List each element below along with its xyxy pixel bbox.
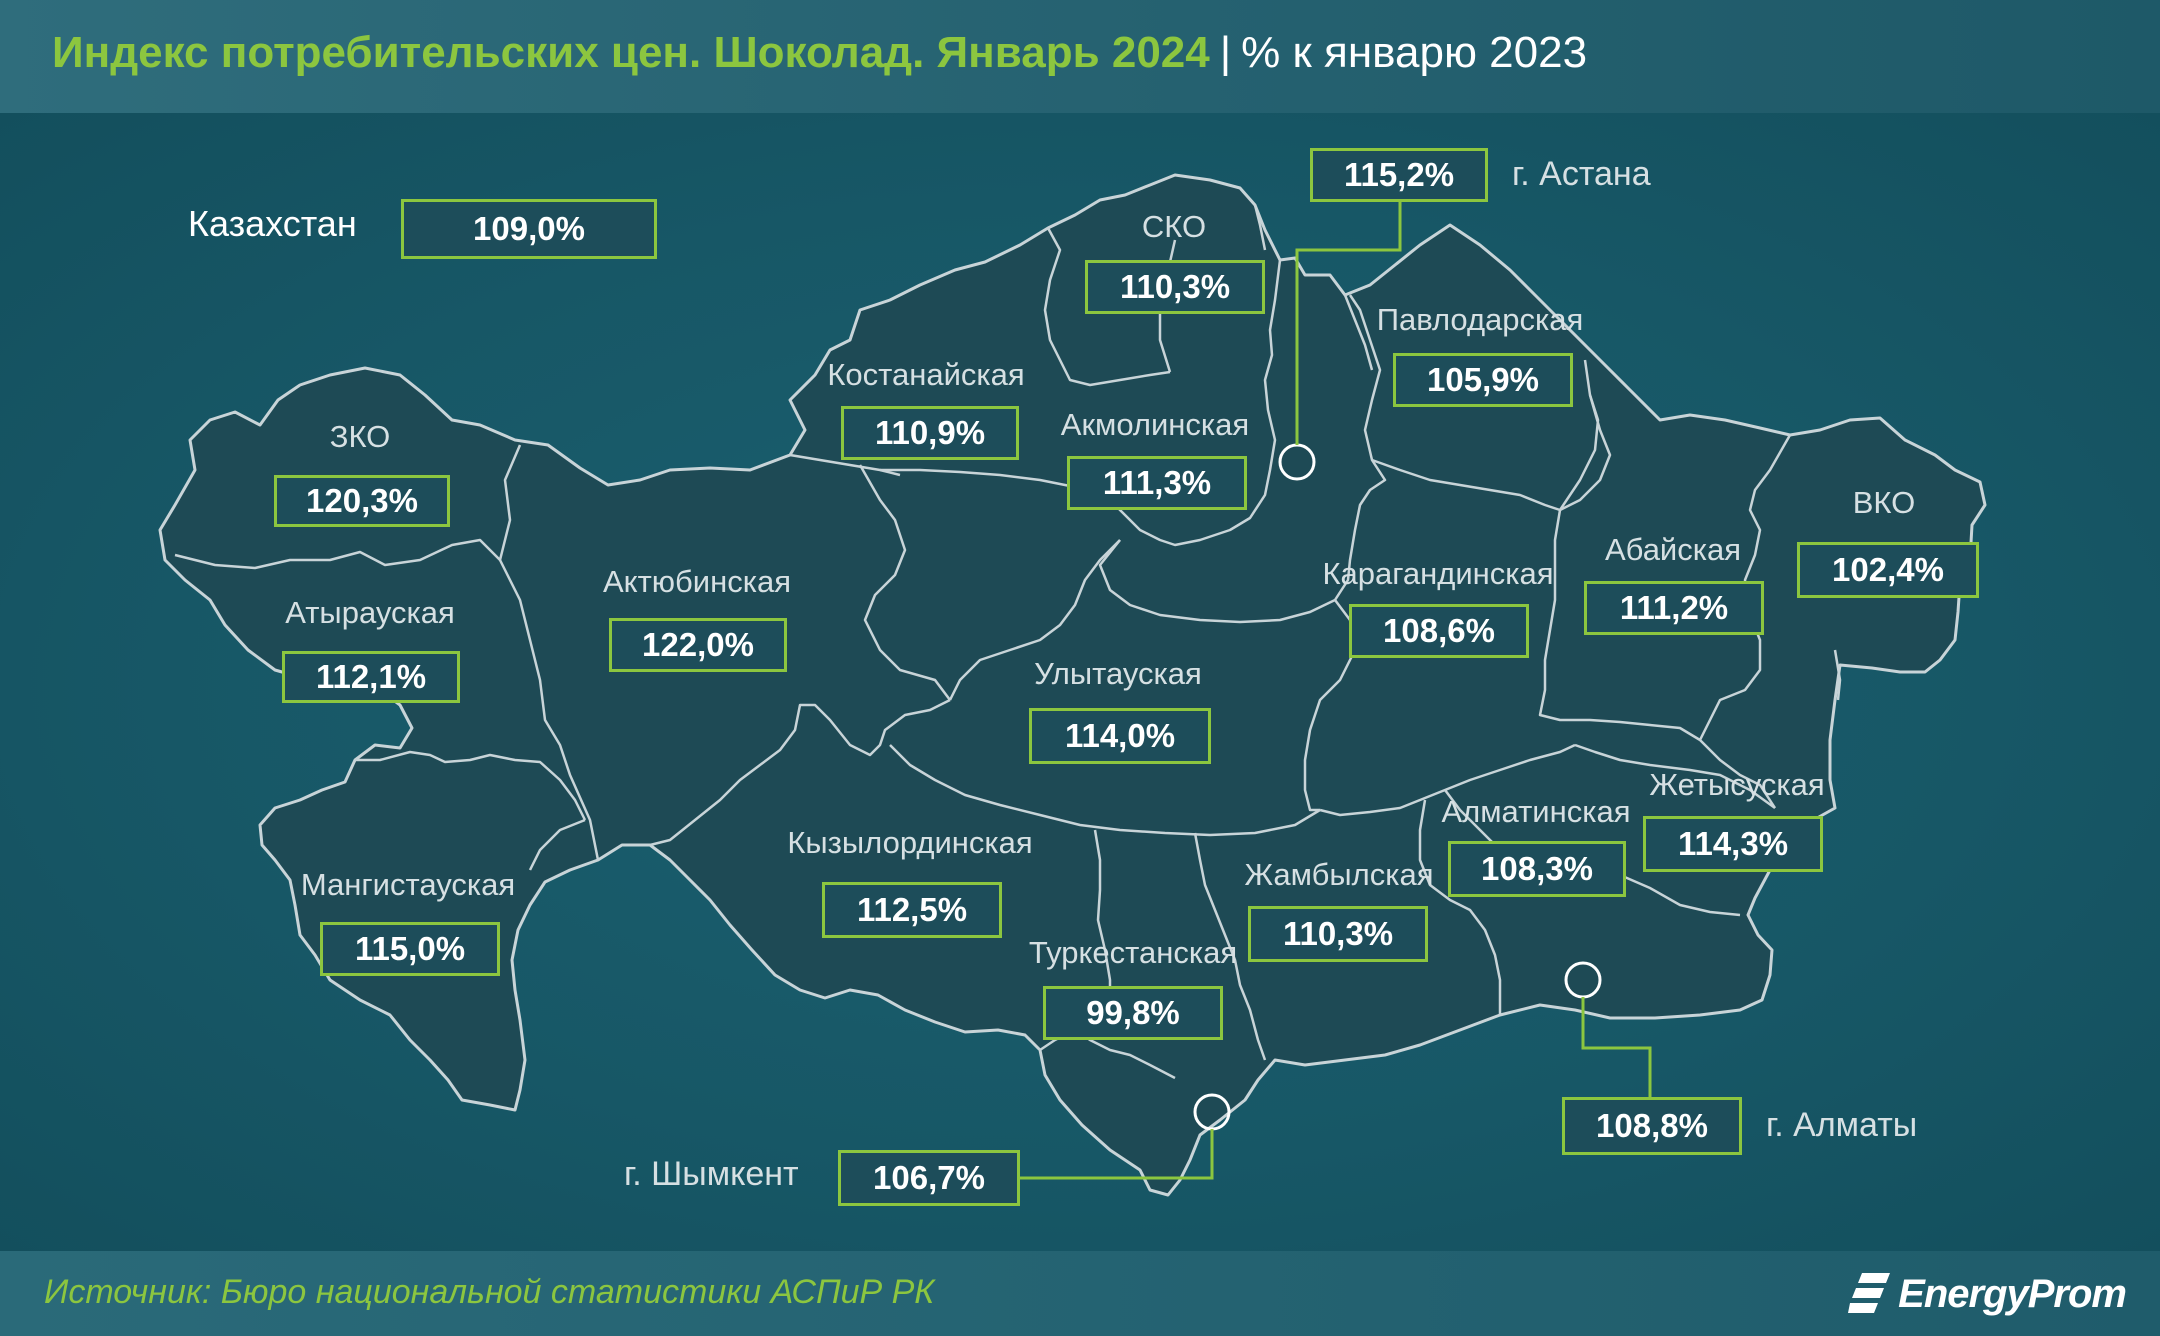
- region-label-mangistau: Мангистауская: [300, 867, 516, 902]
- region-label-kostanay: Костанайская: [827, 357, 1025, 392]
- title-main: Индекс потребительских цен. Шоколад. Янв…: [52, 28, 1210, 77]
- title-unit: % к январю 2023: [1241, 28, 1588, 77]
- region-label-kyzylorda: Кызылординская: [787, 825, 1033, 860]
- region-label-zhambyl: Жамбылская: [1244, 857, 1434, 892]
- border-karaganda-zhetysu: [1574, 743, 1776, 810]
- region-value-zhetysu: 114,3%: [1643, 816, 1823, 872]
- country-outline: [158, 173, 1987, 1197]
- energyprom-logo: EnergyProm: [1848, 1265, 2127, 1323]
- border-kostanay-akmola: [880, 259, 1282, 547]
- border-abai-pavlodar: [1559, 394, 1612, 512]
- logo-icon: [1848, 1273, 1891, 1313]
- border-atyrau-mangistau: [355, 750, 587, 821]
- region-value-almaty-region: 108,3%: [1448, 841, 1626, 897]
- region-label-turkestan: Туркестанская: [1028, 935, 1238, 970]
- border-vko-south: [1833, 649, 1842, 701]
- border-akmola-ulytau: [948, 539, 1121, 701]
- region-value-zhambyl: 110,3%: [1248, 906, 1428, 962]
- border-sko-pavlodar: [1253, 204, 1267, 251]
- region-label-zko: ЗКО: [329, 419, 391, 454]
- border-karaganda-abai: [1538, 509, 1701, 742]
- border-mangistau-east: [528, 818, 586, 871]
- border-pavlodar-west: [1343, 294, 1374, 371]
- region-value-aktobe: 122,0%: [609, 618, 787, 672]
- region-label-almaty-region: Алматинская: [1441, 794, 1631, 829]
- region-value-pavlodar: 105,9%: [1393, 353, 1573, 407]
- city-value-shymkent: 106,7%: [838, 1150, 1020, 1206]
- region-value-kyzylorda: 112,5%: [822, 882, 1002, 938]
- city-label-almaty: г. Алматы: [1766, 1106, 1918, 1144]
- border-akmola-karaganda: [1098, 294, 1387, 624]
- map-area: Казахстан 109,0% ЗКО 120,3% Атырауская 1…: [0, 113, 2160, 1251]
- city-label-astana: г. Астана: [1512, 155, 1651, 193]
- city-value-almaty: 108,8%: [1562, 1097, 1742, 1155]
- region-label-zhetysu: Жетысуская: [1649, 767, 1825, 802]
- region-label-sko: СКО: [1141, 209, 1207, 244]
- region-value-atyrau: 112,1%: [282, 651, 460, 703]
- region-label-pavlodar: Павлодарская: [1376, 302, 1584, 337]
- chart-title: Индекс потребительских цен. Шоколад. Янв…: [52, 28, 1587, 78]
- astana-leader: [1295, 192, 1402, 445]
- region-value-karaganda: 108,6%: [1349, 604, 1529, 658]
- border-atyrau-aktobe: [498, 559, 600, 861]
- border-kyzylorda-ulytau: [889, 744, 1321, 837]
- border-turkestan-zhambyl: [1193, 832, 1267, 1061]
- footer: Источник: Бюро национальной статистики А…: [0, 1251, 2160, 1336]
- region-value-sko: 110,3%: [1085, 260, 1265, 314]
- region-value-kostanay: 110,9%: [841, 406, 1019, 460]
- border-aktobe-north: [789, 453, 901, 477]
- city-value-astana: 115,2%: [1310, 148, 1488, 202]
- title-separator: |: [1219, 28, 1232, 77]
- header: Индекс потребительских цен. Шоколад. Янв…: [0, 0, 2160, 113]
- border-kostanay-sko: [1043, 227, 1171, 387]
- border-zhambyl-almaty: [1418, 799, 1502, 1015]
- region-value-akmola: 111,3%: [1067, 456, 1247, 510]
- region-value-abai: 111,2%: [1584, 581, 1764, 635]
- border-aktobe-ulytau: [649, 698, 951, 847]
- region-label-abai: Абайская: [1604, 532, 1742, 567]
- region-value-vko: 102,4%: [1797, 542, 1979, 598]
- region-value-zko: 120,3%: [274, 475, 450, 527]
- region-value-ulytau: 114,0%: [1029, 708, 1211, 764]
- country-label: Казахстан: [188, 203, 357, 244]
- almaty-leader: [1581, 997, 1652, 1107]
- region-label-akmola: Акмолинская: [1060, 407, 1250, 442]
- city-label-shymkent: г. Шымкент: [624, 1155, 799, 1193]
- region-label-atyrau: Атырауская: [285, 595, 455, 630]
- border-zko: [174, 444, 522, 570]
- logo-text: EnergyProm: [1898, 1271, 2127, 1316]
- region-value-turkestan: 99,8%: [1043, 986, 1223, 1040]
- region-label-aktobe: Актюбинская: [603, 564, 791, 599]
- region-label-ulytau: Улытауская: [1034, 656, 1202, 691]
- shymkent-leader: [1020, 1129, 1214, 1180]
- region-label-karaganda: Карагандинская: [1322, 556, 1554, 591]
- border-abai-zhetysu: [1699, 739, 1777, 809]
- country-value-box: 109,0%: [401, 199, 657, 259]
- border-aktobe-kostanay: [858, 464, 951, 701]
- region-value-mangistau: 115,0%: [320, 922, 500, 976]
- border-kyzylorda-turkestan: [1093, 829, 1112, 995]
- region-label-vko: ВКО: [1852, 485, 1916, 520]
- source-note: Источник: Бюро национальной статистики А…: [44, 1273, 935, 1311]
